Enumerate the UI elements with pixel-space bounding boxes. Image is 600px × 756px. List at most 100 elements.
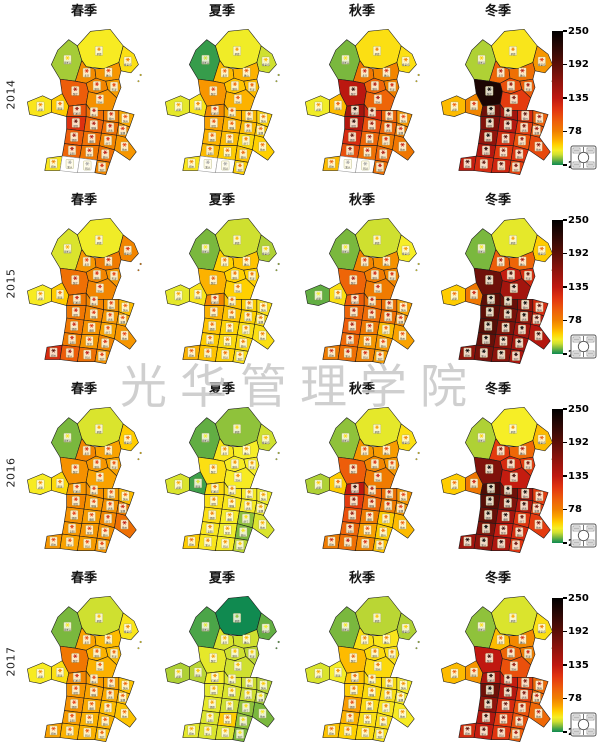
region-badge: 德州 (245, 299, 254, 310)
region-badge: 宿州 (379, 716, 388, 726)
region-badge: 北京 (220, 256, 229, 267)
star-icon (472, 101, 476, 106)
region-badge: 石家庄 (486, 294, 495, 304)
region-label: 秦皇岛 (402, 62, 410, 66)
region-badge: 太原 (314, 290, 323, 300)
region-badge: 济宁 (517, 135, 526, 145)
star-icon (107, 257, 110, 262)
region-badge: 廊坊 (506, 81, 515, 91)
region-badge: 北京 (220, 445, 229, 456)
region-badge: 衡水 (228, 296, 236, 306)
region-label: 唐山 (244, 451, 250, 455)
star-icon (106, 514, 110, 519)
region-badge: 沧州 (509, 472, 518, 482)
region-label: 北京 (362, 641, 368, 645)
star-icon (499, 539, 503, 544)
region-badge: 张家口 (477, 243, 486, 254)
region-badge: 邯郸 (484, 132, 493, 142)
star-icon (378, 352, 382, 357)
region-badge: 唐山 (382, 634, 391, 644)
star-icon (506, 108, 510, 113)
region-label: 郑州 (329, 542, 335, 546)
star-icon (480, 623, 483, 627)
star-icon (381, 339, 385, 344)
region-label: 天津 (390, 655, 396, 659)
region-label: 濮阳 (367, 518, 373, 522)
region-label: 德州 (523, 117, 529, 121)
island-dot (275, 269, 278, 272)
region-badge: 淮北 (97, 540, 106, 550)
region-label: 郑州 (189, 353, 195, 357)
region-badge: 淮北 (511, 162, 520, 172)
star-icon (402, 303, 405, 308)
star-icon (352, 686, 356, 691)
star-icon (346, 349, 350, 354)
region-badge: 菏泽 (499, 336, 508, 346)
star-icon (74, 686, 78, 691)
region-label: 开封 (499, 734, 505, 738)
region-badge: 保定 (349, 464, 358, 474)
region-label: 安阳 (484, 529, 490, 533)
region-label: 邢台 (351, 313, 357, 317)
region-label: 聊城 (91, 504, 97, 508)
star-icon (344, 245, 347, 249)
region-label: 菏泽 (365, 342, 371, 346)
compass-rose-icon (570, 712, 597, 737)
region-label: 新乡 (67, 732, 73, 736)
star-icon (526, 271, 530, 276)
colorbar-tick (563, 130, 567, 132)
star-icon (336, 479, 340, 484)
region-label: 新乡 (481, 543, 487, 547)
region-badge: 淄博 (532, 314, 541, 324)
star-icon (370, 121, 374, 126)
star-icon (387, 111, 391, 116)
star-icon (538, 303, 541, 308)
year-label: 2014 (4, 79, 18, 110)
star-icon (92, 499, 96, 504)
region-badge: 新乡 (343, 348, 352, 358)
region-badge: 石家庄 (350, 105, 359, 115)
compass-box (570, 712, 597, 737)
region-badge: 聊城 (227, 687, 236, 697)
star-icon (453, 669, 456, 674)
star-icon (58, 668, 62, 673)
island-dot (275, 647, 278, 650)
region-badge: 新乡 (65, 348, 74, 358)
region-label: 济宁 (243, 331, 249, 335)
star-icon (223, 350, 227, 355)
star-icon (238, 730, 242, 735)
star-icon (264, 624, 268, 629)
star-icon (230, 675, 234, 680)
region-label: 邯郸 (210, 138, 216, 142)
region-badge: 菏泽 (363, 525, 372, 535)
star-icon (346, 160, 350, 165)
star-icon (506, 675, 510, 680)
region-label: 宿州 (241, 344, 247, 348)
star-icon (247, 489, 251, 494)
region-label: 秦皇岛 (402, 251, 410, 255)
region-label: 新乡 (481, 165, 487, 169)
star-icon (211, 465, 215, 470)
region-label: 北京 (84, 74, 90, 78)
star-icon (381, 150, 385, 155)
region-badge: 太原 (174, 479, 183, 489)
region-badge: 太原 (36, 479, 45, 489)
region-badge: 衡水 (90, 296, 98, 306)
star-icon (123, 331, 126, 336)
star-icon (514, 163, 518, 168)
region-label: 天津 (250, 88, 256, 92)
region-label: 淄博 (120, 131, 126, 135)
star-icon (245, 446, 248, 451)
star-icon (352, 497, 356, 502)
region-label: 开封 (85, 734, 91, 738)
region-label: 邯郸 (210, 705, 216, 709)
year-row: 2014 春季 张家口 承德 秦皇岛 北京 唐山 廊坊 天津 保定 沧州 太原 阳泉 石家庄 衡水 德州 滨州邢… (0, 0, 600, 189)
star-icon (537, 520, 540, 525)
star-icon (520, 514, 524, 519)
star-icon (517, 717, 521, 722)
star-icon (212, 686, 216, 691)
region-label: 郑州 (189, 542, 195, 546)
colorbar-tick (563, 408, 567, 410)
star-icon (373, 460, 377, 464)
